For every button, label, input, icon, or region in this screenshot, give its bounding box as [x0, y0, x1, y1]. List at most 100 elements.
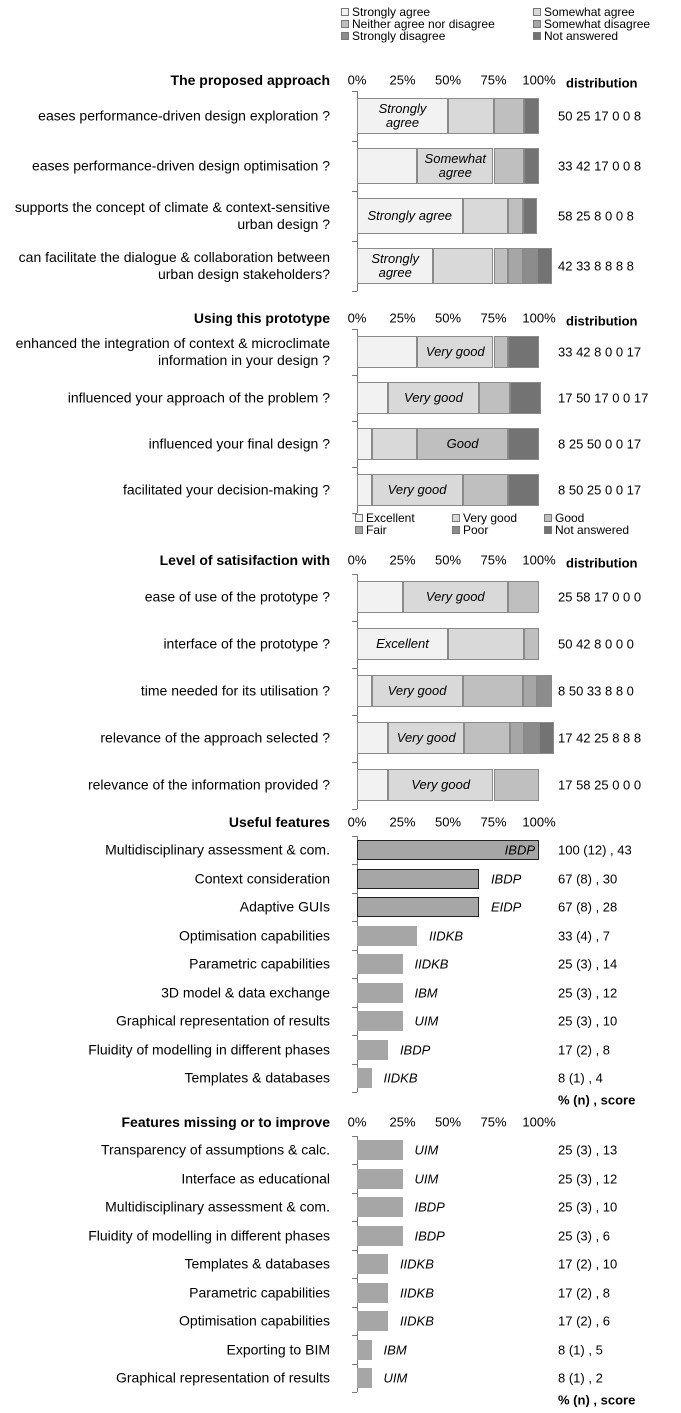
bar-segment: [417, 428, 509, 460]
bar-label: Very good: [425, 589, 485, 604]
legend-swatch: [452, 514, 460, 522]
axis-tick: [352, 141, 357, 142]
legend-label: Strongly disagree: [352, 29, 446, 43]
axis-tick: [352, 921, 357, 923]
section-title: Level of satisifaction with: [159, 552, 330, 568]
x-tick-label: 25%: [389, 552, 416, 568]
bar-code: UIM: [414, 1171, 439, 1186]
bar-label: Very good: [387, 683, 447, 698]
axis-tick: [352, 375, 357, 376]
x-tick-label: 0%: [347, 1114, 367, 1130]
legend-label: Good: [555, 511, 585, 525]
axis-tick: [352, 467, 357, 468]
value-label: 25 (3) , 10: [558, 1199, 618, 1215]
distribution-label: 50 42 8 0 0 0: [558, 636, 634, 652]
bar-segment: [537, 675, 552, 707]
distribution-label: 17 50 17 0 0 17: [558, 390, 649, 406]
legend-swatch: [533, 8, 541, 16]
axis-tick: [352, 1249, 357, 1251]
category-label: enhanced the integration of context & mi…: [15, 335, 330, 368]
bar: [357, 868, 479, 889]
x-tick-label: 75%: [480, 310, 507, 326]
value-label: 67 (8) , 30: [558, 871, 618, 886]
category-label: Transparency of assumptions & calc.: [100, 1141, 330, 1158]
x-tick-label: 100%: [522, 310, 556, 326]
value-label: 25 (3) , 12: [558, 1171, 618, 1186]
axis-line: [357, 91, 358, 291]
value-footer: % (n) , score: [558, 1092, 636, 1108]
distribution-label: 8 50 33 8 8 0: [558, 683, 634, 699]
bar: [357, 982, 403, 1003]
bar: [357, 1039, 388, 1060]
distribution-label: 8 50 25 0 0 17: [558, 482, 642, 498]
legend-label: Not answered: [544, 29, 619, 43]
axis-tick: [352, 1135, 357, 1137]
bar: [357, 1197, 403, 1217]
category-label: 3D model & data exchange: [161, 984, 330, 1000]
bar-segment: [387, 382, 479, 414]
category-label: Multidisciplinary assessment & com.: [105, 1198, 330, 1215]
bar-segment: [509, 722, 525, 754]
bar-segment: [357, 428, 372, 460]
legend-swatch: [355, 526, 363, 534]
category-label: Context consideration: [194, 870, 330, 886]
bar-label: Strongly agree: [367, 208, 453, 223]
x-tick-label: 0%: [347, 310, 367, 326]
bar-segment: [371, 474, 463, 506]
distribution-label: 58 25 8 0 0 8: [558, 208, 634, 224]
legend-label: Very good: [463, 511, 518, 525]
category-label: Parametric capabilities: [189, 1284, 330, 1300]
bar-segment: [537, 248, 552, 284]
bar-code: EIDP: [490, 899, 522, 915]
category-label: can facilitate the dialogue & collaborat…: [18, 249, 330, 282]
bar-segment: [462, 198, 509, 234]
category-label: supports the concept of climate & contex…: [14, 199, 330, 232]
bar-segment: [522, 248, 538, 284]
axis-tick: [352, 835, 357, 837]
category-label: Interface as educational: [181, 1170, 330, 1186]
axis-tick: [352, 1164, 357, 1166]
bar-segment: [357, 98, 448, 134]
category-label: relevance of the approach selected ?: [100, 729, 330, 746]
column-header: distribution: [566, 555, 638, 571]
bar-code: IIDKB: [399, 1285, 434, 1300]
bar-segment: [508, 581, 539, 613]
x-tick-label: 100%: [522, 1114, 556, 1130]
axis-tick: [352, 1063, 357, 1065]
legend-swatch: [544, 514, 552, 522]
category-label: influenced your final design ?: [148, 435, 330, 452]
section-title: Using this prototype: [193, 310, 330, 326]
bar-segment: [464, 722, 510, 754]
bar: [357, 1254, 388, 1274]
category-label: ease of use of the prototype ?: [144, 588, 330, 605]
legend-label: Somewhat disagree: [544, 17, 651, 31]
distribution-label: 42 33 8 8 8 8: [558, 258, 634, 274]
axis-tick: [352, 1363, 357, 1365]
bar-segment: [524, 628, 539, 660]
axis-tick: [352, 1306, 357, 1308]
axis-tick: [352, 1035, 357, 1037]
bar: [357, 1339, 372, 1360]
section-title: Useful features: [228, 814, 330, 830]
category-label: Fluidity of modelling in different phase…: [88, 1227, 330, 1243]
bar-segment: [371, 675, 463, 707]
bar-segment: [508, 198, 523, 234]
value-label: 8 (1) , 2: [558, 1370, 603, 1386]
bar-segment: [508, 336, 539, 368]
bar-segment: [371, 428, 418, 460]
bar-segment: [522, 675, 538, 707]
x-tick-label: 50%: [434, 814, 462, 830]
bar-code: IBM: [414, 985, 438, 1000]
category-label: Exporting to BIM: [226, 1341, 331, 1357]
category-label: Fluidity of modelling in different phase…: [88, 1041, 330, 1057]
bar-code: IIDKB: [399, 1313, 434, 1329]
bar: [357, 1225, 403, 1246]
bar-label: Strongly agree: [371, 251, 420, 280]
x-tick-label: 50%: [434, 552, 462, 568]
bar-segment: [417, 148, 494, 184]
axis-tick: [352, 1006, 357, 1008]
bar-segment: [539, 722, 554, 754]
axis-tick: [352, 714, 357, 716]
bar-code: IBDP: [399, 1042, 431, 1057]
